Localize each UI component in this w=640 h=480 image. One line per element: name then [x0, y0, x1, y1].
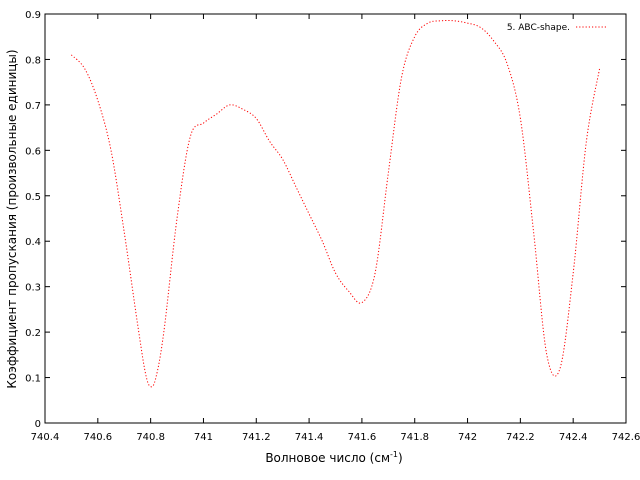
y-tick-label: 0.4: [25, 237, 41, 248]
x-tick-label: 740.8: [136, 432, 165, 443]
x-tick-label: 741: [194, 432, 213, 443]
y-axis: 0 0.1 0.2 0.3 0.4 0.5 0.6 0.7 0.8 0.9: [25, 10, 626, 430]
y-axis-label: Коэффициент пропускания (произвольные ед…: [5, 49, 19, 388]
y-tick-label: 0.6: [25, 146, 41, 157]
series-line: [71, 20, 601, 388]
y-tick-label: 0.3: [25, 283, 41, 294]
y-tick-label: 0: [35, 419, 41, 430]
x-tick-label: 741.6: [348, 432, 377, 443]
x-tick-label: 741.4: [295, 432, 324, 443]
x-tick-label: 742.4: [559, 432, 588, 443]
legend-label: 5. ABC-shape.: [507, 23, 570, 33]
x-axis-label-end: ): [398, 451, 403, 465]
x-tick-label: 742.6: [612, 432, 640, 443]
y-tick-label: 0.5: [25, 192, 41, 203]
y-tick-label: 0.8: [25, 55, 41, 66]
x-axis: 740.4 740.6 740.8 741 741.2 741.4 741.6 741.8 74…: [31, 14, 640, 443]
x-tick-label: 741.8: [400, 432, 429, 443]
y-tick-label: 0.7: [25, 101, 41, 112]
x-tick-label: 740.6: [83, 432, 112, 443]
y-tick-label: 0.9: [25, 10, 41, 21]
x-axis-label-main: Волновое число (см: [265, 451, 390, 465]
y-tick-label: 0.1: [25, 374, 41, 385]
plot-frame: [44, 13, 627, 424]
x-axis-label: Волновое число (см-1): [265, 450, 402, 465]
x-tick-label: 742.2: [506, 432, 535, 443]
x-tick-label: 742: [458, 432, 477, 443]
legend: 5. ABC-shape.: [507, 23, 608, 33]
x-tick-label: 741.2: [242, 432, 271, 443]
y-tick-label: 0.2: [25, 328, 41, 339]
x-tick-label: 740.4: [31, 432, 60, 443]
x-axis-label-sup: -1: [390, 450, 398, 459]
